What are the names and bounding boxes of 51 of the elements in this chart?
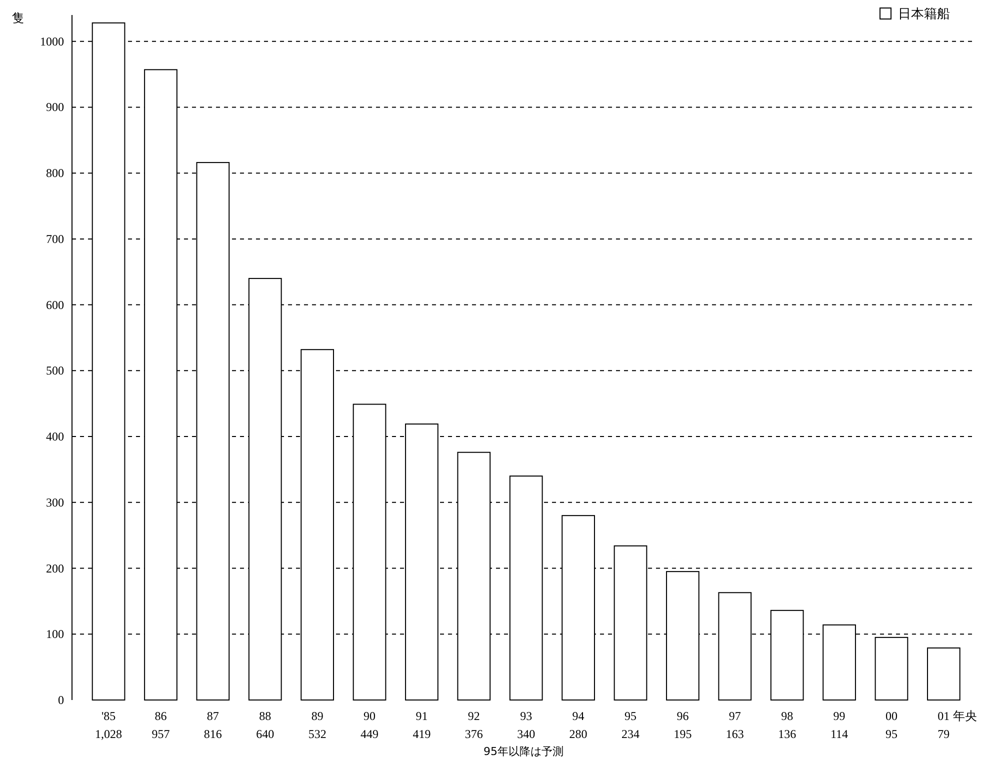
x-tick-label: 87 [206, 709, 219, 723]
text: 449 [360, 727, 379, 741]
x-tick-label: 98 [781, 709, 794, 723]
text: 1,028 [95, 727, 122, 741]
text: 114 [830, 727, 848, 741]
x-tick-label: 90 [364, 709, 376, 723]
y-tick-label: 500 [46, 364, 64, 378]
x-tick-label: 89 [311, 709, 324, 723]
y-tick-label: 700 [46, 232, 64, 246]
y-tick-label: 900 [46, 100, 64, 114]
text: 95 [885, 727, 898, 741]
text: 280 [569, 727, 588, 741]
text: 234 [622, 727, 640, 741]
x-tick-label: 91 [416, 709, 428, 723]
text: 163 [726, 727, 744, 741]
x-tick-label: 95 [624, 709, 637, 723]
y-tick-label: 400 [46, 430, 64, 444]
x-tick-label: 94 [572, 709, 584, 723]
x-tick-label: 00 [885, 709, 898, 723]
y-tick-label: 100 [46, 627, 64, 642]
legend-label: 日本籍船 [898, 7, 950, 22]
x-axis-title: 年央 [953, 709, 977, 723]
x-tick-label: 97 [728, 709, 741, 723]
x-tick-label: '85 [101, 709, 116, 723]
text: 532 [308, 727, 326, 741]
text: 419 [412, 727, 431, 741]
x-tick-label: 92 [468, 709, 480, 723]
text: 640 [256, 727, 274, 741]
text: 79 [938, 727, 950, 741]
y-tick-label: 800 [46, 166, 64, 180]
y-axis-title: 隻 [12, 11, 24, 25]
x-tick-label: 93 [520, 709, 532, 723]
bar [927, 647, 960, 700]
y-tick-label: 300 [46, 495, 64, 510]
y-tick-label: 200 [46, 561, 64, 576]
x-tick-label: 01 [938, 709, 950, 723]
y-tick-label: 600 [46, 298, 64, 312]
x-tick-label: 99 [833, 709, 846, 723]
text: 95年以降は予測 [484, 745, 564, 758]
x-tick-label: 96 [676, 709, 689, 723]
text: 136 [778, 727, 796, 741]
text: 340 [517, 727, 536, 741]
x-tick-label: 86 [154, 709, 167, 723]
text: 195 [674, 727, 692, 741]
text: 957 [152, 727, 170, 741]
text: 376 [464, 727, 483, 741]
bar [874, 636, 908, 700]
y-tick-label: 1000 [40, 34, 64, 48]
x-tick-label: 88 [259, 709, 272, 723]
text: 816 [204, 727, 222, 741]
y-tick-label: 0 [58, 693, 64, 707]
